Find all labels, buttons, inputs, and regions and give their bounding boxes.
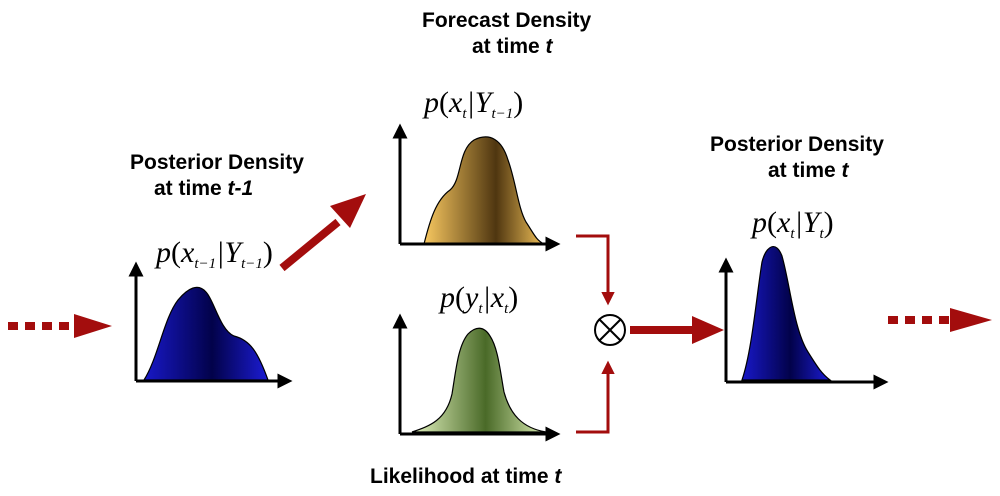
forecast-plot	[392, 123, 561, 252]
update-arrow	[630, 316, 724, 344]
posterior-curr-plot	[718, 246, 889, 390]
predict-arrow	[279, 194, 366, 272]
likelihood-connector	[576, 360, 615, 434]
formula-forecast: p(xt|Yt−1)	[422, 86, 523, 122]
title-forecast-var: t	[545, 35, 553, 58]
title-likelihood-prefix: Likelihood at time	[370, 465, 555, 488]
title-posterior-curr-var: t	[841, 159, 849, 182]
posterior-prev-plot	[128, 261, 293, 389]
formula-likelihood: p(yt|xt)	[438, 281, 518, 317]
title-forecast-line2: at time t	[422, 34, 591, 60]
forecast-density	[423, 136, 545, 245]
likelihood-density	[411, 327, 547, 433]
title-posterior-prev-line1: Posterior Density	[130, 151, 304, 174]
title-posterior-curr-prefix: at time	[768, 159, 842, 182]
incoming-dashed-arrow	[8, 314, 112, 338]
title-forecast-prefix: at time	[472, 35, 546, 58]
title-posterior-curr: Posterior Density at time t	[710, 132, 884, 184]
product-operator	[594, 314, 626, 346]
title-likelihood: Likelihood at time t	[370, 464, 561, 490]
forecast-connector	[576, 234, 615, 306]
likelihood-plot	[392, 313, 561, 442]
posterior-prev-density	[142, 286, 269, 381]
title-likelihood-var: t	[554, 465, 562, 488]
outgoing-dashed-arrow	[888, 308, 992, 332]
title-posterior-prev-var: t-1	[227, 177, 254, 200]
title-posterior-prev-prefix: at time	[154, 177, 228, 200]
formula-posterior-curr: p(xt|Yt)	[750, 206, 834, 242]
title-forecast-line1: Forecast Density	[422, 9, 592, 32]
title-posterior-curr-line2: at time t	[710, 158, 884, 184]
formula-posterior-prev: p(xt−1|Yt−1)	[154, 236, 273, 272]
posterior-curr-density	[741, 246, 832, 381]
title-forecast: Forecast Density at time t	[422, 8, 591, 60]
title-posterior-prev: Posterior Density at time t-1	[130, 150, 304, 202]
title-posterior-prev-line2: at time t-1	[130, 176, 304, 202]
title-posterior-curr-line1: Posterior Density	[710, 133, 884, 156]
